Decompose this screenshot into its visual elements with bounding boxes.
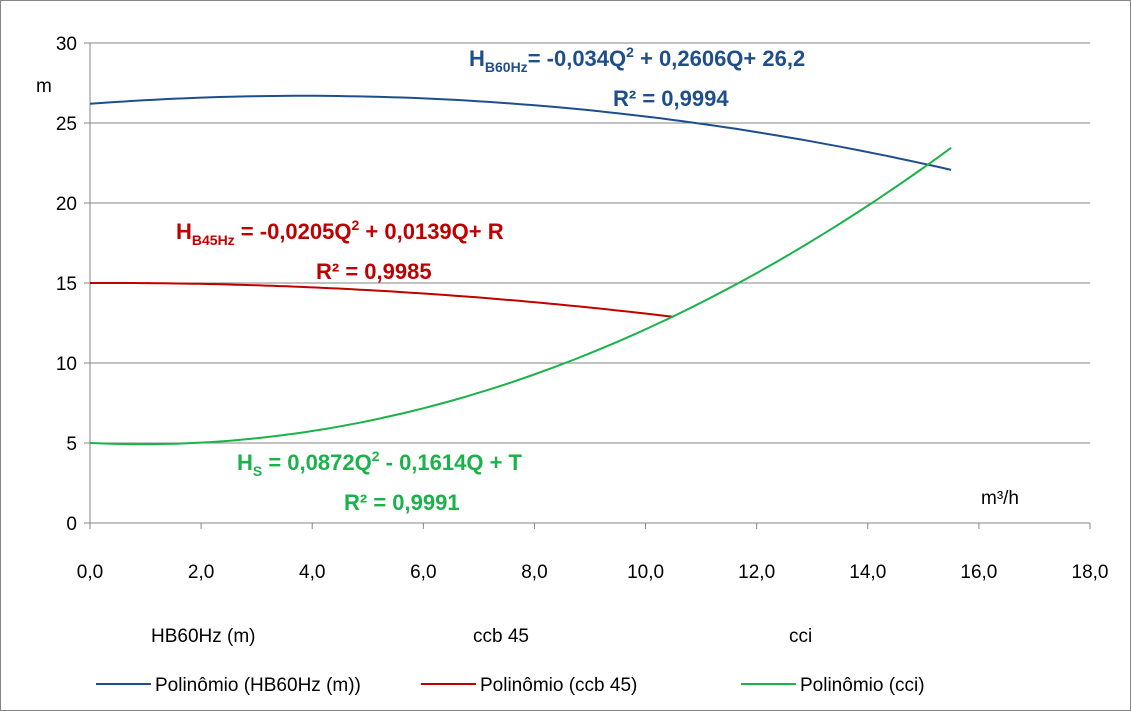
y-unit-label: m (36, 76, 52, 97)
series-lines (89, 94, 952, 446)
legend-label-cci: Polinômio (cci) (800, 675, 925, 696)
x-tick-label: 2,0 (188, 562, 214, 583)
annotation-hb60: HB60Hz= -0,034Q2 + 0,2606Q+ 26,2 R² = 0,… (469, 44, 805, 111)
legend-label-ccb45: Polinômio (ccb 45) (480, 675, 637, 696)
series-line-cci (89, 146, 952, 446)
equation-hb45: HB45Hz = -0,0205Q2 + 0,0139Q+ R (176, 217, 504, 248)
x-tick-label: 12,0 (738, 562, 775, 583)
r2-hb60: R² = 0,9994 (613, 86, 729, 111)
series-line-hb60 (89, 94, 952, 171)
y-tick-label: 5 (66, 434, 77, 455)
x-tick-label: 10,0 (627, 562, 664, 583)
legend: HB60Hz (m) ccb 45 cci Polinômio (HB60Hz … (96, 626, 925, 696)
legend-top-cci: cci (789, 626, 812, 647)
y-tick-label: 20 (56, 194, 77, 215)
y-tick-label: 30 (56, 34, 77, 55)
x-tick-label: 4,0 (299, 562, 325, 583)
x-tick-label: 6,0 (410, 562, 436, 583)
legend-top-hb60: HB60Hz (m) (151, 626, 256, 647)
x-tick-label: 18,0 (1072, 562, 1109, 583)
y-tick-label: 25 (56, 114, 77, 135)
axes (84, 42, 1091, 529)
x-tick-label: 16,0 (960, 562, 997, 583)
series-line-ccb45 (90, 282, 674, 318)
x-unit-label: m³/h (981, 488, 1019, 509)
y-tick-label: 10 (56, 354, 77, 375)
y-tick-label: 0 (66, 514, 77, 535)
y-tick-labels: 0 5 10 15 20 25 30 (56, 34, 77, 535)
legend-top-ccb45: ccb 45 (473, 626, 529, 647)
x-tick-label: 14,0 (849, 562, 886, 583)
r2-hb45: R² = 0,9985 (316, 259, 432, 284)
annotation-hs: HS = 0,0872Q2 - 0,1614Q + T R² = 0,9991 (237, 448, 523, 515)
grid-lines (90, 42, 1090, 444)
x-tick-labels: 0,0 2,0 4,0 6,0 8,0 10,0 12,0 14,0 16,0 18,0 (77, 562, 1109, 583)
annotation-hb45: HB45Hz = -0,0205Q2 + 0,0139Q+ R R² = 0,9… (176, 217, 504, 284)
y-tick-label: 15 (56, 274, 77, 295)
x-tick-label: 0,0 (77, 562, 103, 583)
x-tick-label: 8,0 (521, 562, 547, 583)
equation-hb60: HB60Hz= -0,034Q2 + 0,2606Q+ 26,2 (469, 44, 805, 75)
legend-label-hb60: Polinômio (HB60Hz (m)) (155, 675, 361, 696)
equation-hs: HS = 0,0872Q2 - 0,1614Q + T (237, 448, 523, 479)
r2-hs: R² = 0,9991 (344, 490, 460, 515)
